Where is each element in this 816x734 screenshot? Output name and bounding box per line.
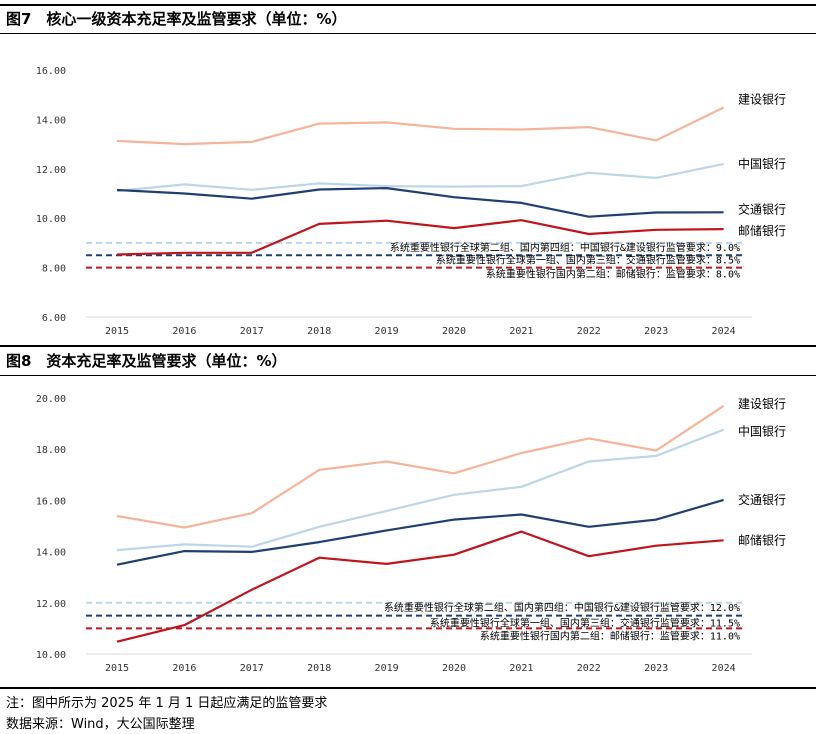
requirement-label: 系统重要性银行全球第二组、国内第四组：中国银行&建设银行监管要求：12.0% <box>384 601 740 614</box>
x-tick-label: 2024 <box>712 326 736 337</box>
series-line <box>116 404 725 529</box>
y-tick-label: 14.00 <box>36 548 66 559</box>
series-line <box>116 530 724 643</box>
x-tick-label: 2018 <box>307 326 331 337</box>
x-tick-label: 2017 <box>240 326 264 337</box>
figure-8-title-rule <box>0 375 816 376</box>
y-tick-label: 12.00 <box>36 165 66 176</box>
x-tick-label: 2023 <box>644 326 668 337</box>
y-tick-label: 8.00 <box>42 264 66 275</box>
series-label: 中国银行 <box>738 424 786 439</box>
series-line <box>116 428 724 552</box>
x-tick-label: 2024 <box>712 663 736 674</box>
x-tick-label: 2015 <box>105 663 129 674</box>
y-tick-label: 10.00 <box>36 650 66 661</box>
series-line <box>116 498 724 566</box>
figure-8-title: 图8 资本充足率及监管要求（单位：%） <box>6 352 287 370</box>
x-tick-label: 2019 <box>375 326 399 337</box>
x-tick-label: 2022 <box>577 326 601 337</box>
y-tick-label: 10.00 <box>36 214 66 225</box>
series-label: 中国银行 <box>738 156 786 171</box>
note-text: 注：图中所示为 2025 年 1 月 1 日起应满足的监管要求 <box>6 696 328 711</box>
x-tick-label: 2018 <box>307 663 331 674</box>
series-label: 建设银行 <box>738 93 786 107</box>
series-line <box>116 187 724 218</box>
figure-7-chart: 6.00 8.00 10.00 12.00 14.00 16.00 2015 2016 2017… <box>36 66 786 337</box>
series-line <box>116 162 724 193</box>
x-tick-label: 2017 <box>240 663 264 674</box>
notes-rule <box>0 687 816 689</box>
x-tick-label: 2021 <box>509 326 533 337</box>
y-tick-label: 18.00 <box>36 445 66 456</box>
series-label: 交通银行 <box>738 201 786 216</box>
figure-7-title: 图7 核心一级资本充足率及监管要求（单位：%） <box>6 10 347 28</box>
y-tick-label: 20.00 <box>36 394 66 405</box>
series-label: 邮储银行 <box>738 223 786 238</box>
series-label: 建设银行 <box>738 397 786 411</box>
figure-8-chart: 10.00 12.00 14.00 16.00 18.00 20.00 2015 2016 20… <box>36 394 786 674</box>
series-line <box>116 219 724 256</box>
x-tick-label: 2020 <box>442 663 466 674</box>
requirement-label: 系统重要性银行全球第二组、国内第四组：中国银行&建设银行监管要求：9.0% <box>390 241 740 254</box>
x-tick-label: 2019 <box>375 663 399 674</box>
requirement-label: 系统重要性银行全球第一组、国内第三组：交通银行监管要求：11.5% <box>430 617 740 630</box>
figure-8-top-rule <box>0 345 816 347</box>
x-tick-label: 2021 <box>509 663 533 674</box>
x-tick-label: 2015 <box>105 326 129 337</box>
series-label: 交通银行 <box>738 492 786 507</box>
x-tick-label: 2016 <box>172 663 196 674</box>
y-tick-label: 16.00 <box>36 66 66 77</box>
figure-7-title-rule <box>0 33 816 34</box>
x-tick-label: 2023 <box>644 663 668 674</box>
top-rule <box>0 4 816 6</box>
requirement-label: 系统重要性银行国内第二组：邮储银行：监管要求：11.0% <box>480 629 740 642</box>
requirement-label: 系统重要性银行全球第一组、国内第三组：交通银行监管要求：8.5% <box>436 253 740 266</box>
y-tick-label: 6.00 <box>42 313 66 324</box>
source-text: 数据来源：Wind，大公国际整理 <box>6 717 195 732</box>
series-label: 邮储银行 <box>738 532 786 547</box>
requirement-label: 系统重要性银行国内第二组：邮储银行：监管要求：8.0% <box>486 268 740 281</box>
x-tick-label: 2022 <box>577 663 601 674</box>
x-tick-label: 2020 <box>442 326 466 337</box>
y-tick-label: 12.00 <box>36 599 66 610</box>
series-line <box>116 106 725 146</box>
y-tick-label: 16.00 <box>36 496 66 507</box>
x-tick-label: 2016 <box>172 326 196 337</box>
y-tick-label: 14.00 <box>36 115 66 126</box>
